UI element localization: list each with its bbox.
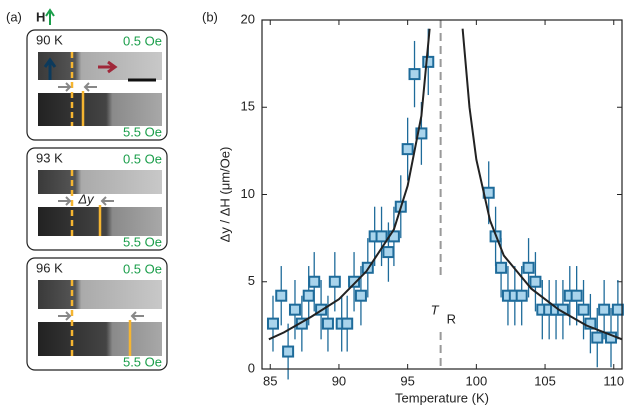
data-point xyxy=(348,275,361,288)
data-point xyxy=(308,275,321,288)
data-point xyxy=(354,289,367,302)
data-point xyxy=(382,246,395,259)
y-axis-label: Δy / ΔH (μm/Oe) xyxy=(217,147,232,243)
image-bottom xyxy=(38,322,162,356)
temperature: 93 K xyxy=(36,150,63,165)
data-point xyxy=(295,317,308,330)
data-point xyxy=(302,289,315,302)
data-point xyxy=(584,317,597,330)
shift-arrows xyxy=(58,311,144,321)
data-point xyxy=(591,331,604,344)
data-point xyxy=(401,143,414,156)
data-point xyxy=(515,289,528,302)
data-point xyxy=(415,127,428,140)
field-bottom: 5.5 Oe xyxy=(123,124,162,139)
x-tick-label: 95 xyxy=(400,373,414,388)
data-point xyxy=(570,289,583,302)
y-tick-label: 0 xyxy=(248,360,255,375)
panel-a: (a) H 90 K 0.5 Oe 5.5 Oe 93 K 0.5 Oe 5.5 Oe Δy 96… xyxy=(6,8,168,371)
data-point xyxy=(598,303,611,316)
data-point xyxy=(328,275,341,288)
y-tick-label: 5 xyxy=(248,273,255,288)
data-point xyxy=(522,261,535,274)
shift-arrows xyxy=(58,82,97,92)
x-tick-label: 85 xyxy=(263,373,277,388)
panel-label: (b) xyxy=(202,9,218,24)
data-point xyxy=(288,303,301,316)
data-point xyxy=(408,68,421,81)
data-point xyxy=(321,317,334,330)
shift-arrows xyxy=(58,196,114,206)
y-tick-label: 15 xyxy=(241,99,255,114)
image-bottom xyxy=(38,93,162,126)
x-axis-label: Temperature (K) xyxy=(395,390,489,405)
plot-frame xyxy=(261,19,623,370)
field-top: 0.5 Oe xyxy=(123,151,162,166)
transition-label: T xyxy=(431,302,440,317)
x-tick-label: 100 xyxy=(465,373,487,388)
image-top xyxy=(38,170,162,194)
y-tick-label: 10 xyxy=(241,186,255,201)
data-point xyxy=(275,289,288,302)
field-label: H xyxy=(36,9,45,24)
transition-subscript: R xyxy=(447,311,456,326)
x-tick-label: 110 xyxy=(603,373,624,388)
fit-curve xyxy=(461,28,623,341)
field-bottom: 5.5 Oe xyxy=(123,234,162,249)
panel-label: (a) xyxy=(6,9,22,24)
sub-panel: 93 K 0.5 Oe 5.5 Oe Δy xyxy=(26,147,168,251)
field-arrow xyxy=(45,8,55,25)
x-tick-label: 105 xyxy=(534,373,556,388)
field-bottom: 5.5 Oe xyxy=(123,354,162,369)
field-top: 0.5 Oe xyxy=(123,33,162,48)
field-top: 0.5 Oe xyxy=(123,261,162,276)
sub-panel: 96 K 0.5 Oe 5.5 Oe xyxy=(26,257,168,371)
data-point xyxy=(495,261,508,274)
data-point xyxy=(529,275,542,288)
motion-arrow xyxy=(98,60,118,74)
y-tick-label: 20 xyxy=(241,11,255,26)
data-point xyxy=(341,317,354,330)
data-point xyxy=(611,303,624,316)
panel-b: (b) 0 5 10 15 20 85 90 95 100 105 110 Temperature (K… xyxy=(202,9,624,405)
temperature: 96 K xyxy=(36,260,63,275)
x-tick-label: 90 xyxy=(332,373,346,388)
data-point xyxy=(422,55,435,68)
sub-panel: 90 K 0.5 Oe 5.5 Oe xyxy=(26,29,168,141)
data-point xyxy=(266,317,279,330)
magnetization-arrow xyxy=(43,57,57,80)
label-bg xyxy=(426,280,455,330)
shift-label: Δy xyxy=(77,191,95,206)
data-point xyxy=(375,230,388,243)
fit-curve xyxy=(268,28,431,341)
data-point xyxy=(282,345,295,358)
image-top xyxy=(38,280,162,309)
temperature: 90 K xyxy=(36,32,63,47)
data-point xyxy=(577,303,590,316)
